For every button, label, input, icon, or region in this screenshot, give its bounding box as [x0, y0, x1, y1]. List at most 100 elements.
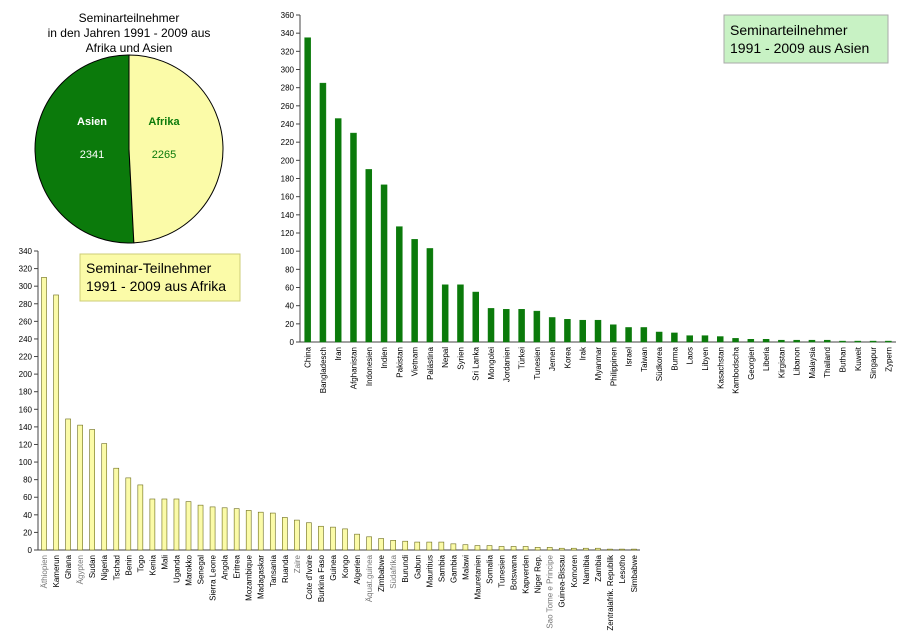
africa-ytick-label: 140: [19, 423, 33, 432]
asia-xlabel-china: China: [304, 346, 313, 367]
asia-ytick-label: 180: [281, 175, 295, 184]
africa-ytick-label: 40: [23, 511, 32, 520]
africa-ytick-label: 340: [19, 247, 33, 256]
africa-xlabel-tunesien: Tunesien: [498, 555, 507, 588]
asia-xlabel-vietnam: Vietnam: [411, 347, 420, 377]
asia-bar-jordanien: [503, 309, 510, 343]
africa-bar-namibia: [583, 547, 589, 551]
africa-bar-kamerun: [53, 294, 59, 551]
asia-xlabel-s-dkorea: Südkorea: [655, 346, 664, 381]
africa-bar-kongo: [342, 528, 348, 551]
africa-xlabel-gypten: Ägypten: [76, 555, 85, 584]
asia-xlabel-liberia: Liberia: [762, 346, 771, 371]
africa-xlabel-kenia: Kenia: [148, 554, 157, 575]
africa-xlabel-zaire: Zaire: [293, 554, 302, 573]
asia-bar-liberia: [762, 339, 770, 343]
asia-ytick-label: 60: [285, 284, 294, 293]
asia-xlabel-indien: Indien: [380, 347, 389, 369]
asia-ytick-label: 340: [281, 29, 295, 38]
africa-ytick-label: 100: [19, 458, 33, 467]
asia-bar-thailand: [823, 339, 831, 343]
africa-xlabel-gabun: Gabun: [413, 555, 422, 579]
africa-xlabel-malawi: Malawi: [461, 555, 470, 580]
africa-bar-gambia: [450, 543, 457, 551]
asia-bar-kirgistan: [778, 339, 785, 343]
asia-xlabel-iran: Iran: [334, 347, 343, 361]
africa-xlabel-ruanda: Ruanda: [281, 554, 290, 583]
asia-bar-israel: [625, 327, 632, 343]
asia-xlabel-thailand: Thailand: [823, 347, 832, 378]
asia-title-line-1: Seminarteilnehmer: [730, 22, 848, 38]
africa-xlabel-tschad: Tschad: [112, 555, 121, 580]
pie-label-asien: Asien: [77, 116, 107, 128]
africa-xlabel-guinea-bissau: Guinea-Bissau: [558, 555, 567, 607]
asia-ytick-label: 40: [285, 302, 294, 311]
pie-title-line-1: Seminarteilnehmer: [79, 11, 180, 25]
asia-bar-kuweit: [854, 340, 862, 343]
africa-ytick-label: 260: [19, 317, 33, 326]
africa-ytick-label: 180: [19, 388, 33, 397]
africa-bar-sierra-leone: [209, 506, 216, 551]
asia-bar-pakistan: [396, 226, 403, 343]
africa-xlabel-angola: Angola: [221, 554, 230, 579]
africa-ytick-label: 120: [19, 440, 33, 449]
africa-bar-kapverden: [522, 546, 529, 551]
africa-xlabel-kapverden: Kapverden: [522, 555, 531, 594]
asia-xlabel-tunesien: Tunesien: [533, 347, 542, 380]
africa-bar-angola: [221, 507, 228, 551]
africa-bar-tansania: [269, 512, 276, 551]
africa-bar-komoren: [570, 547, 577, 551]
asia-xlabel-mongolei: Mongolei: [487, 347, 496, 380]
asia-ytick-label: 0: [290, 338, 295, 347]
asia-ytick-label: 220: [281, 138, 295, 147]
africa-bar-kenia: [149, 498, 156, 551]
africa-title-line-2: 1991 - 2009 aus Afrika: [86, 278, 226, 294]
africa-xlabel-guinea: Guinea: [329, 554, 338, 580]
africa-xlabel-togo: Togo: [136, 554, 145, 572]
asia-ytick-label: 260: [281, 102, 295, 111]
asia-bar-laos: [686, 335, 693, 343]
africa-bar-togo: [137, 484, 144, 551]
africa-xlabel-gambia: Gambia: [449, 554, 458, 583]
asia-bar-bangladesch: [319, 82, 327, 343]
africa-bar-tschad: [113, 467, 120, 551]
asia-xlabel-jordanien: Jordanien: [502, 347, 511, 382]
africa-xlabel-namibia: Namibia: [582, 554, 591, 584]
asia-xlabel-indonesien: Indonesien: [365, 347, 374, 386]
asia-ytick-label: 200: [281, 156, 295, 165]
asia-ytick-label: 80: [285, 265, 294, 274]
africa-ytick-label: 200: [19, 370, 33, 379]
africa-xlabel-mauretanien: Mauretanien: [473, 555, 482, 599]
asia-ytick-label: 140: [281, 211, 295, 220]
asia-bar-syrien: [457, 284, 464, 343]
africa-bar-simbabwe: [631, 548, 637, 551]
africa-xlabel-komoren: Komoren: [570, 555, 579, 587]
africa-bar-gabun: [414, 541, 421, 551]
africa-xlabel-cote-d-ivoire: Cote d'Ivoire: [305, 554, 314, 599]
africa-ytick-label: 220: [19, 353, 33, 362]
africa-ytick-label: 160: [19, 405, 33, 414]
africa-ytick-label: 0: [28, 546, 33, 555]
asia-xlabel-kambodscha: Kambodscha: [732, 346, 741, 393]
africa-ytick-label: 280: [19, 300, 33, 309]
africa-bar-lesotho: [619, 548, 625, 551]
africa-xlabel-s-dafrika: Südafrika: [389, 554, 398, 588]
africa-bar-uganda: [173, 498, 180, 551]
asia-bar-philippinen: [610, 324, 617, 343]
africa-xlabel-lesotho: Lesotho: [618, 554, 627, 583]
asia-xlabel-kuweit: Kuweit: [854, 346, 863, 371]
africa-xlabel-sao-tome-e-principe: Sao Tome e Principe: [546, 554, 555, 628]
africa-bar-mali: [161, 498, 168, 551]
pie-title-line-3: Afrika und Asien: [86, 41, 173, 55]
asia-title-line-2: 1991 - 2009 aus Asien: [730, 40, 869, 56]
asia-bar-s-dkorea: [655, 331, 663, 343]
asia-bar-taiwan: [640, 327, 648, 343]
asia-xlabel-kirgistan: Kirgistan: [777, 347, 786, 378]
asia-bar-iran: [334, 118, 342, 343]
asia-xlabel-t-rkei: Türkei: [518, 347, 527, 369]
africa-bar-mozambique: [245, 510, 252, 551]
africa-bar-sudan: [89, 429, 95, 551]
pie-label-afrika: Afrika: [148, 116, 180, 128]
africa-xlabel-ghana: Ghana: [64, 554, 73, 579]
